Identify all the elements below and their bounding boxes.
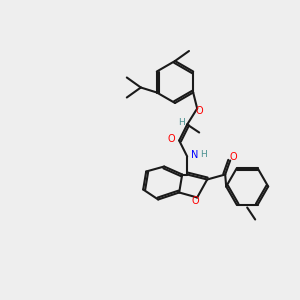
Text: O: O bbox=[230, 152, 237, 161]
Text: O: O bbox=[191, 196, 199, 206]
Text: O: O bbox=[167, 134, 175, 145]
Text: H: H bbox=[200, 150, 207, 159]
Text: H: H bbox=[178, 118, 184, 127]
Text: N: N bbox=[191, 149, 199, 160]
Text: O: O bbox=[195, 106, 203, 116]
